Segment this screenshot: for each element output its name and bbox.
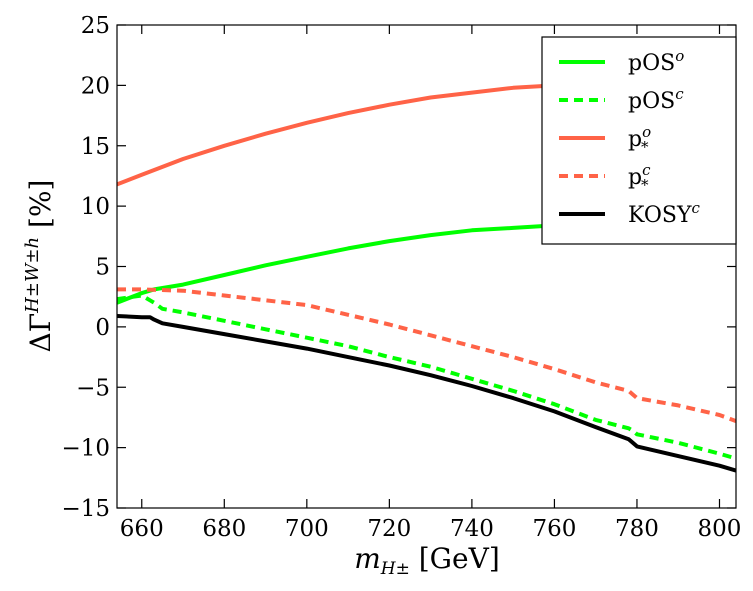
x-tick-label: 800 — [698, 516, 742, 542]
y-tick-label: 10 — [81, 194, 110, 220]
series-line-3 — [117, 287, 736, 423]
y-tick-label: −5 — [76, 375, 110, 401]
series-line-1 — [117, 293, 736, 461]
y-axis-label: ΔΓH±W±h [%] — [22, 180, 57, 353]
x-tick-label: 700 — [285, 516, 329, 542]
x-tick-label: 740 — [450, 516, 494, 542]
y-tick-label: 0 — [95, 315, 110, 341]
legend-label-3: pc * — [628, 161, 651, 194]
x-tick-label: 660 — [120, 516, 164, 542]
legend-label-2: po * — [628, 123, 651, 156]
x-axis-label: mH± [GeV] — [354, 542, 500, 579]
series-line-4 — [117, 314, 736, 473]
y-tick-label: 15 — [81, 134, 110, 160]
x-tick-label: 760 — [532, 516, 576, 542]
legend-label-1: pOSc — [628, 85, 684, 114]
legend-label-4: KOSYc — [628, 199, 700, 228]
y-tick-label: 20 — [81, 73, 110, 99]
x-tick-label: 780 — [615, 516, 659, 542]
legend: pOSo pOSc po * pc * KOSYc — [541, 36, 737, 245]
legend-box — [541, 36, 737, 245]
x-tick-label: 680 — [202, 516, 246, 542]
x-tick-label: 720 — [367, 516, 411, 542]
y-tick-label: 25 — [81, 13, 110, 39]
y-tick-label: −15 — [61, 496, 110, 522]
y-tick-label: 5 — [95, 255, 110, 281]
legend-label-0: pOSo — [628, 47, 684, 76]
tick-layer: 660 680 700 720 740 760 780 800 −15 −10 −5 0 5 10 15 20… — [61, 13, 741, 542]
y-tick-label: −10 — [61, 436, 110, 462]
